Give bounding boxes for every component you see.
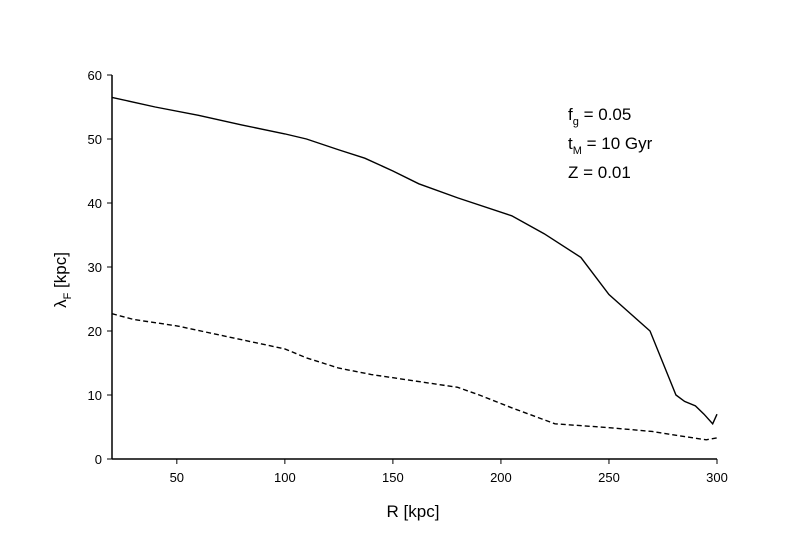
series-line bbox=[111, 96, 718, 426]
annotation-part: M bbox=[573, 145, 582, 157]
y-tick-label: 40 bbox=[88, 196, 102, 211]
y-tick-label: 30 bbox=[88, 260, 102, 275]
x-tick-label: 250 bbox=[598, 470, 620, 485]
y-tick-label: 20 bbox=[88, 324, 102, 339]
annotation-part: t bbox=[568, 134, 573, 153]
y-axis-label: λF [kpc] bbox=[51, 252, 74, 308]
annotation: Z = 0.01 bbox=[568, 163, 631, 182]
y-tick-label: 50 bbox=[88, 132, 102, 147]
y-label-main: λ bbox=[51, 299, 70, 308]
x-tick-label: 300 bbox=[706, 470, 728, 485]
annotation: tM = 10 Gyr bbox=[568, 134, 653, 157]
annotation-part: Z = 0.01 bbox=[568, 163, 631, 182]
x-tick-label: 200 bbox=[490, 470, 512, 485]
x-tick-label: 100 bbox=[274, 470, 296, 485]
y-tick-label: 60 bbox=[88, 68, 102, 83]
x-axis-label: R [kpc] bbox=[387, 502, 440, 521]
annotation: fg = 0.05 bbox=[568, 105, 631, 128]
annotation-part: f bbox=[568, 105, 573, 124]
annotation-part: = 10 Gyr bbox=[582, 134, 653, 153]
annotation-part: = 0.05 bbox=[579, 105, 631, 124]
y-label-unit: [kpc] bbox=[51, 252, 70, 293]
y-tick-label: 10 bbox=[88, 388, 102, 403]
x-tick-label: 150 bbox=[382, 470, 404, 485]
y-tick-label: 0 bbox=[95, 452, 102, 467]
x-tick-label: 50 bbox=[170, 470, 184, 485]
y-label-sub: F bbox=[62, 292, 74, 299]
annotation-part: g bbox=[573, 116, 579, 128]
series-line bbox=[111, 313, 718, 441]
